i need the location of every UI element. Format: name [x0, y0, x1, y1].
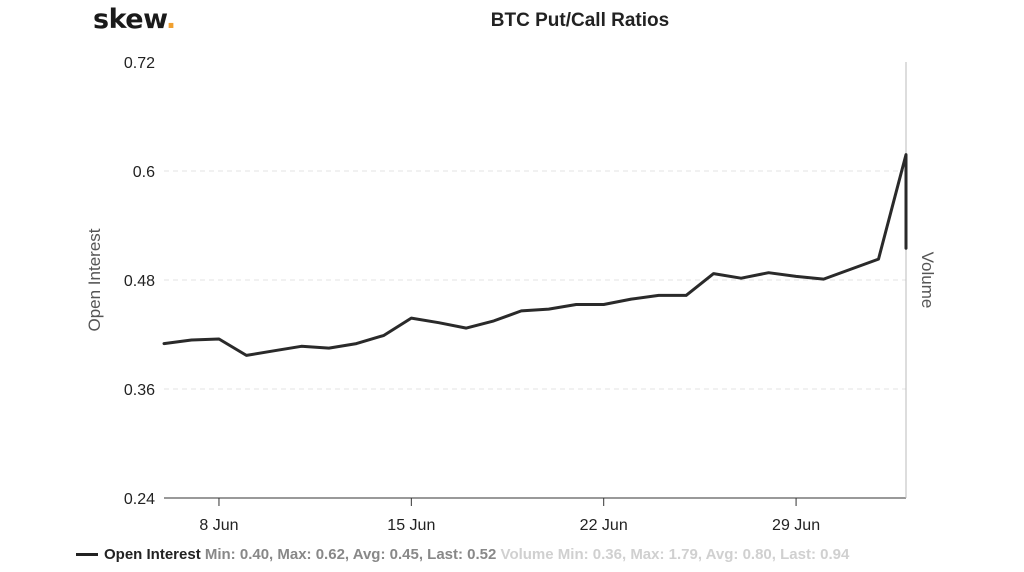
x-tick-label: 8 Jun — [199, 517, 238, 534]
legend-series2-stats: Min: 0.36, Max: 1.79, Avg: 0.80, Last: 0… — [557, 546, 850, 563]
gridlines — [164, 170, 906, 390]
y-tick-label: 0.24 — [124, 491, 155, 508]
series-line-open-interest — [162, 153, 908, 357]
logo-text: skew — [93, 4, 166, 35]
y-tick-label: 0.48 — [124, 273, 155, 290]
chart-svg: 0.72 0.6 0.48 0.36 0.24 8 Jun 15 Jun 22 Jun 29 … — [85, 55, 937, 534]
y-tick-label: 0.6 — [133, 164, 155, 181]
y-tick-label: 0.36 — [124, 382, 155, 399]
skew-logo: skew. — [93, 4, 176, 35]
y-tick-label: 0.72 — [124, 55, 155, 72]
x-tick-label: 22 Jun — [580, 517, 628, 534]
y-ticks: 0.72 0.6 0.48 0.36 0.24 — [124, 55, 155, 508]
legend-swatch-open-interest — [76, 552, 98, 556]
x-tick-label: 29 Jun — [772, 517, 820, 534]
legend-series1-name[interactable]: Open Interest — [104, 546, 201, 563]
y-axis-label-right: Volume — [918, 252, 937, 309]
x-tick-label: 15 Jun — [387, 517, 435, 534]
legend-series2-name[interactable]: Volume — [500, 546, 554, 563]
x-ticks: 8 Jun 15 Jun 22 Jun 29 Jun — [199, 498, 820, 534]
logo-dot: . — [165, 4, 176, 35]
legend[interactable]: Open Interest Min: 0.40, Max: 0.62, Avg:… — [76, 546, 849, 563]
chart-title: BTC Put/Call Ratios — [490, 10, 670, 31]
legend-series1-stats: Min: 0.40, Max: 0.62, Avg: 0.45, Last: 0… — [204, 546, 497, 563]
y-axis-label-left: Open Interest — [85, 228, 104, 331]
